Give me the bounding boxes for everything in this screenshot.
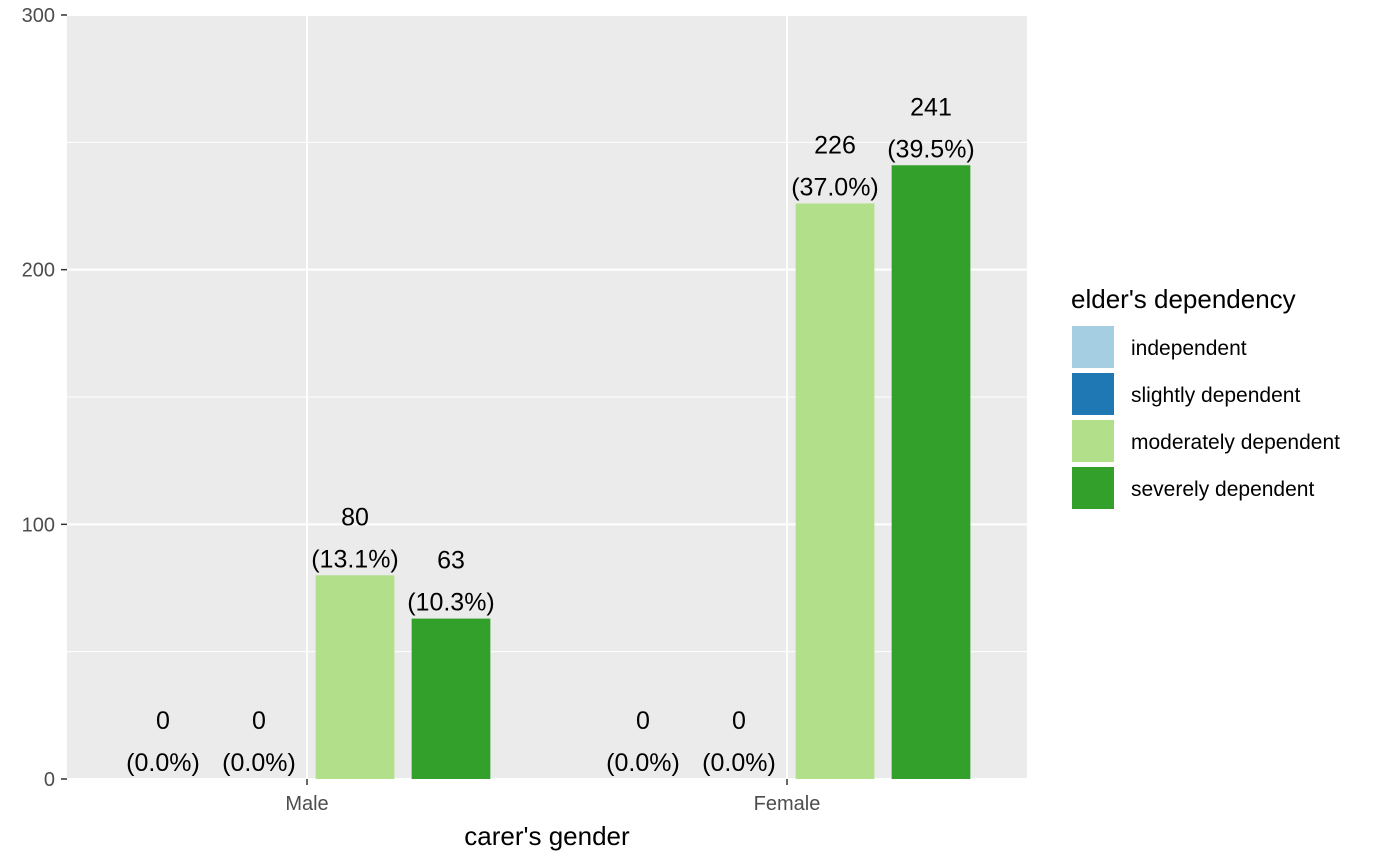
data-label-percent: (10.3%)	[407, 589, 495, 617]
x-tick-label: Female	[754, 793, 821, 815]
y-tick-label: 300	[22, 5, 55, 27]
legend-label: severely dependent	[1131, 478, 1314, 501]
data-label-count: 0	[252, 707, 266, 735]
bar	[411, 618, 491, 779]
legend: elder's dependency independent slightly d…	[1070, 284, 1340, 511]
data-label-percent: (39.5%)	[887, 135, 975, 163]
data-label-count: 0	[636, 707, 650, 735]
bars	[315, 165, 971, 780]
legend-key	[1070, 465, 1116, 511]
axes: 0 100 200 300 Male Female	[22, 5, 821, 815]
data-label-percent: (0.0%)	[702, 749, 776, 777]
data-label-count: 241	[910, 93, 952, 121]
data-label-percent: (0.0%)	[222, 749, 296, 777]
x-axis-title: carer's gender	[464, 821, 630, 851]
legend-key	[1070, 324, 1116, 370]
y-tick-label: 0	[44, 769, 55, 791]
data-label-count: 0	[732, 707, 746, 735]
y-tick-label: 100	[22, 514, 55, 536]
legend-label: slightly dependent	[1131, 384, 1300, 407]
data-label-percent: (0.0%)	[606, 749, 680, 777]
data-label-count: 0	[156, 707, 170, 735]
bar	[315, 575, 395, 779]
data-label-count: 63	[437, 547, 465, 575]
data-labels: 0 (0.0%) 0 (0.0%) 0 (0.0%) 0 (0.0%) 80 (13.1%) 226…	[126, 93, 975, 777]
data-label-percent: (13.1%)	[311, 545, 399, 573]
y-tick-label: 200	[22, 260, 55, 282]
x-tick-label: Male	[285, 793, 328, 815]
legend-key	[1070, 371, 1116, 417]
data-label-count: 226	[814, 131, 856, 159]
bar	[891, 165, 971, 780]
legend-key	[1070, 418, 1116, 464]
data-label-percent: (37.0%)	[791, 173, 879, 201]
legend-label: independent	[1131, 337, 1247, 360]
legend-label: moderately dependent	[1131, 431, 1340, 454]
bar	[795, 203, 875, 779]
data-label-percent: (0.0%)	[126, 749, 200, 777]
data-label-count: 80	[341, 503, 369, 531]
legend-title: elder's dependency	[1071, 284, 1296, 314]
